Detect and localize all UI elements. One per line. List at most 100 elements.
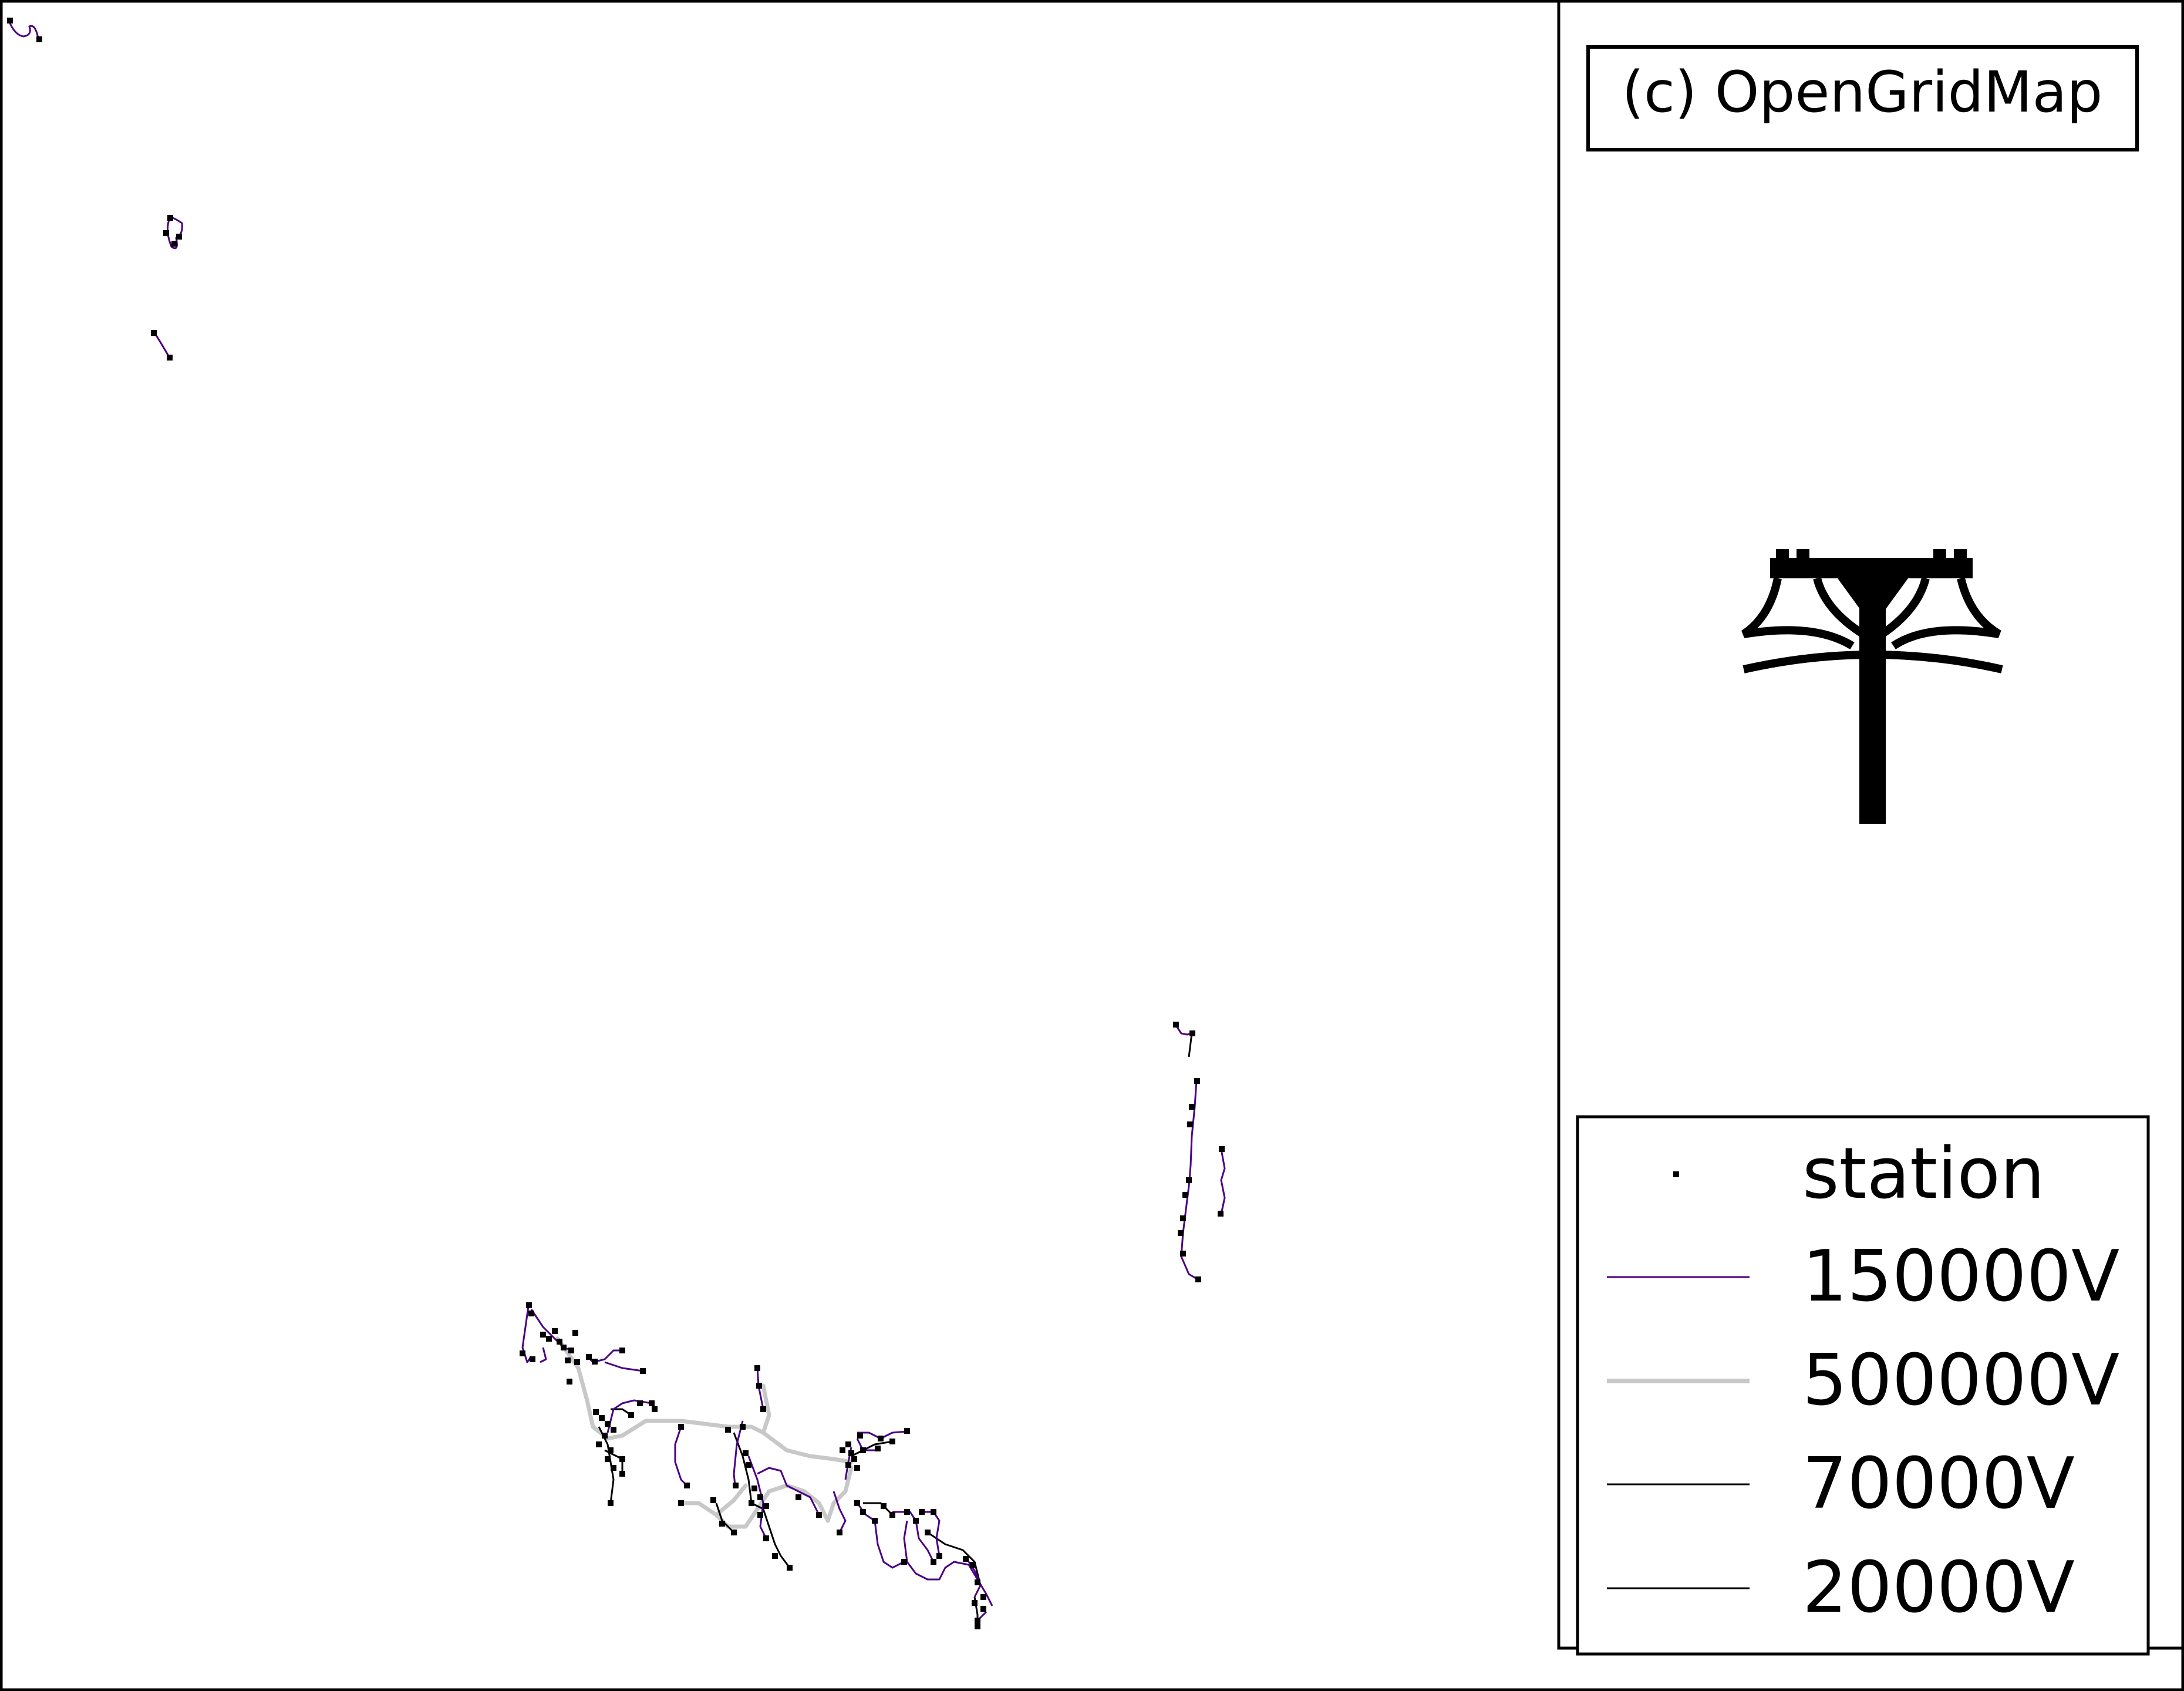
line-150kv: [757, 1467, 820, 1515]
station-marker: [637, 1400, 643, 1406]
line-500kv: [714, 1483, 748, 1517]
line-150kv: [674, 1426, 688, 1487]
line-70kv: [751, 1502, 791, 1568]
legend: station 150000V 500000V 70000V 20000V: [1576, 1115, 2150, 1656]
station-marker: [854, 1465, 860, 1471]
power-pole-icon: [1741, 549, 2003, 824]
station-marker: [1195, 1276, 1201, 1282]
station-marker: [743, 1450, 749, 1456]
station-marker: [980, 1594, 986, 1600]
legend-label: 150000V: [1802, 1236, 2119, 1318]
station-marker: [678, 1500, 684, 1506]
station-marker: [619, 1456, 625, 1462]
station-marker: [1180, 1251, 1186, 1257]
station-marker: [860, 1447, 866, 1453]
station-marker: [872, 1518, 878, 1524]
station-marker: [936, 1553, 942, 1559]
line-150kv: [833, 1491, 847, 1533]
line-150kv: [1220, 1148, 1226, 1215]
station-marker: [605, 1456, 611, 1462]
station-marker: [901, 1559, 907, 1565]
station-marker: [757, 1512, 763, 1518]
station-marker: [167, 215, 173, 221]
lines-500kv: [555, 1336, 854, 1529]
station-marker: [561, 1345, 567, 1350]
station-marker: [151, 330, 157, 336]
station-marker: [845, 1441, 851, 1447]
station-marker: [1173, 1022, 1179, 1028]
station-marker: [975, 1618, 980, 1623]
station-marker: [796, 1494, 801, 1500]
station-marker: [36, 36, 42, 42]
station-marker: [733, 1483, 739, 1488]
legend-label: 70000V: [1802, 1443, 2075, 1525]
line-70kv: [1188, 1033, 1193, 1057]
station-marker: [7, 18, 13, 23]
station-marker: [719, 1521, 725, 1527]
station-marker: [1194, 1078, 1200, 1084]
station-marker: [546, 1336, 552, 1342]
station-marker: [599, 1415, 605, 1421]
line-150kv: [586, 1349, 622, 1363]
station-marker: [608, 1500, 614, 1506]
station-marker: [1189, 1030, 1195, 1036]
legend-label: 500000V: [1802, 1340, 2119, 1421]
station-marker: [684, 1483, 690, 1488]
station-marker: [619, 1348, 625, 1353]
station-marker: [760, 1406, 766, 1412]
station-marker: [875, 1446, 881, 1451]
station-marker: [1182, 1192, 1188, 1198]
station-marker: [970, 1562, 976, 1568]
station-marker: [787, 1565, 793, 1571]
station-marker: [567, 1379, 572, 1385]
station-marker: [731, 1530, 737, 1535]
legend-item-500kv: 500000V: [1607, 1340, 2119, 1421]
station-marker: [1189, 1104, 1195, 1110]
station-marker: [904, 1509, 910, 1515]
station-marker: [602, 1433, 608, 1439]
station-marker: [526, 1302, 532, 1308]
station-marker: [652, 1406, 658, 1412]
station-marker: [611, 1427, 616, 1433]
line-150kv: [733, 1420, 744, 1486]
station-marker: [740, 1424, 746, 1430]
legend-label: 20000V: [1802, 1547, 2075, 1629]
station-marker: [552, 1328, 558, 1334]
map-area: [7, 18, 1226, 1629]
station-marker: [628, 1412, 634, 1418]
line-500kv: [555, 1336, 854, 1464]
station-marker: [725, 1427, 731, 1433]
station-marker: [592, 1359, 598, 1365]
legend-item-20kv: 20000V: [1607, 1547, 2075, 1629]
station-marker: [171, 241, 177, 247]
line-500kv: [761, 1383, 771, 1435]
station-marker: [568, 1348, 574, 1353]
station-marker: [975, 1623, 980, 1629]
station-marker: [860, 1509, 866, 1515]
line-150kv: [874, 1520, 905, 1569]
station-marker: [925, 1530, 931, 1535]
station-marker: [574, 1359, 580, 1365]
station-marker: [1186, 1177, 1192, 1183]
station-marker: [746, 1462, 751, 1468]
station-marker: [980, 1606, 986, 1612]
station-marker: [640, 1368, 646, 1374]
station-marker: [963, 1556, 969, 1562]
station-marker: [756, 1383, 762, 1389]
station-marker: [878, 1436, 884, 1441]
station-marker: [611, 1465, 616, 1471]
station-marker: [572, 1330, 578, 1336]
station-marker: [1219, 1146, 1225, 1152]
station-marker: [167, 355, 173, 361]
station-marker: [913, 1518, 919, 1524]
station-marker: [1180, 1215, 1186, 1221]
station-marker: [565, 1357, 571, 1363]
station-marker: [854, 1500, 860, 1506]
station-marker: [763, 1535, 769, 1541]
station-marker: [1187, 1121, 1193, 1127]
station-marker: [163, 230, 169, 236]
station-marker: [649, 1400, 655, 1406]
station-marker: [840, 1447, 845, 1453]
station-marker: [749, 1500, 754, 1506]
